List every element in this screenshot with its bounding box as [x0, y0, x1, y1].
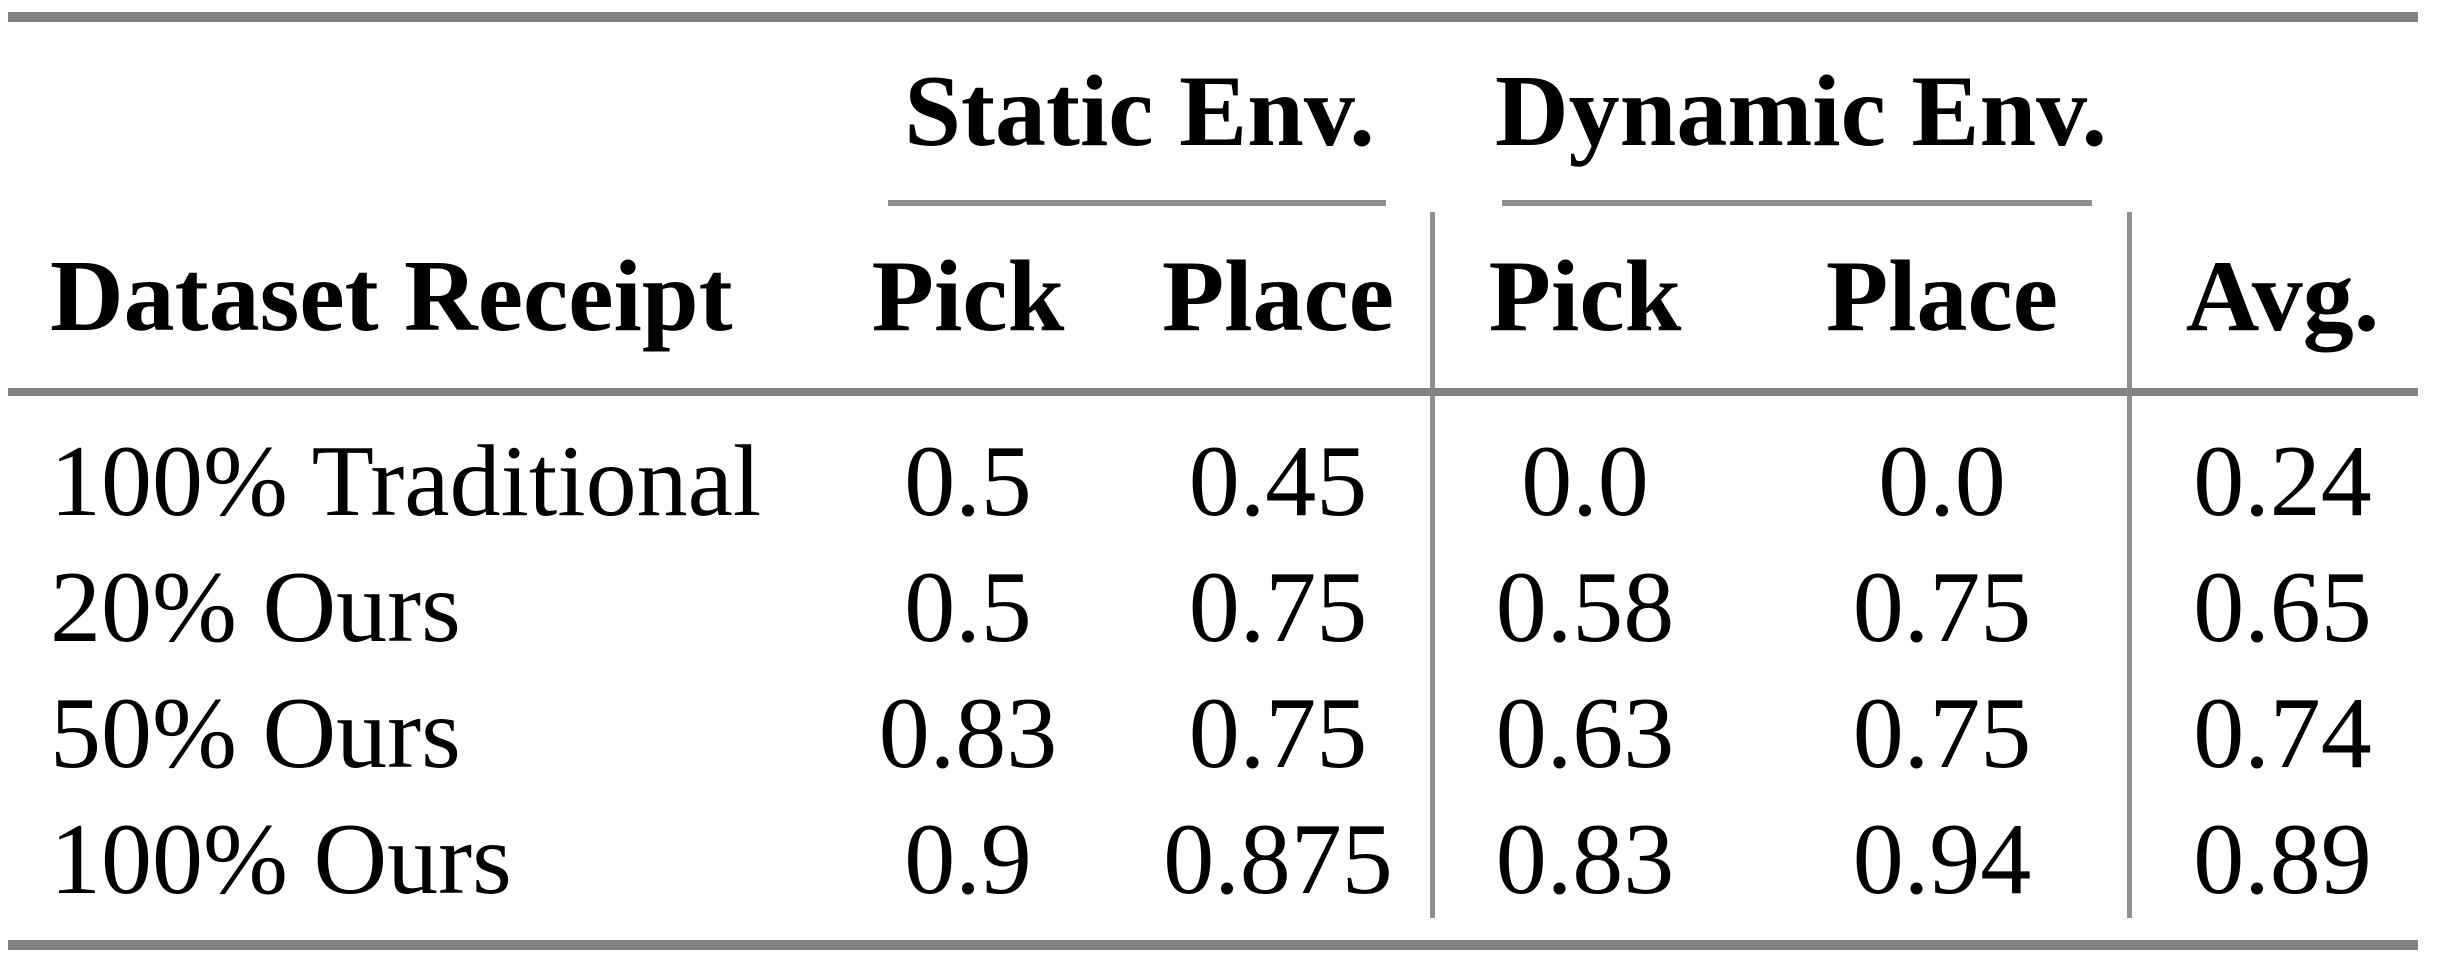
group-header-dynamic-env: Dynamic Env.	[1494, 55, 2108, 168]
header-body-rule	[8, 388, 2418, 396]
table-row: 20% Ours 0.5 0.75 0.58 0.75 0.65	[8, 536, 2418, 680]
static-pick-value: 0.5	[904, 551, 1032, 664]
dynamic-place-value: 0.75	[1852, 551, 2032, 664]
row-label: 20% Ours	[50, 551, 461, 664]
static-place-value: 0.875	[1163, 803, 1393, 916]
static-pick-value: 0.9	[904, 803, 1032, 916]
dynamic-pick-value: 0.0	[1521, 425, 1649, 538]
header-static-place: Place	[1161, 240, 1395, 353]
avg-value: 0.24	[2193, 425, 2372, 538]
table-row: 100% Ours 0.9 0.875 0.83 0.94 0.89	[8, 788, 2418, 932]
group-header-static-env: Static Env.	[904, 55, 1375, 168]
dynamic-place-value: 0.0	[1878, 425, 2006, 538]
column-divider-static-dynamic	[1430, 212, 1435, 918]
table-row: 50% Ours 0.83 0.75 0.63 0.75 0.74	[8, 662, 2418, 806]
dynamic-pick-value: 0.58	[1495, 551, 1675, 664]
header-dynamic-place: Place	[1825, 240, 2059, 353]
bottom-rule	[8, 940, 2418, 950]
top-rule	[8, 12, 2418, 22]
dynamic-place-value: 0.94	[1852, 803, 2032, 916]
avg-value: 0.74	[2193, 677, 2372, 790]
header-avg: Avg.	[2185, 240, 2380, 353]
avg-value: 0.65	[2193, 551, 2372, 664]
row-label: 100% Traditional	[50, 425, 762, 538]
static-pick-value: 0.83	[878, 677, 1058, 790]
row-label: 100% Ours	[50, 803, 512, 916]
header-static-pick: Pick	[871, 240, 1065, 353]
dynamic-pick-value: 0.83	[1495, 803, 1675, 916]
column-header-row: Dataset Receipt Pick Place Pick Place Av…	[8, 225, 2418, 369]
table-body: Static Env. Dynamic Env. Dataset Receipt…	[8, 0, 2418, 966]
cmidrule-static-env	[888, 200, 1386, 206]
header-dataset-receipt: Dataset Receipt	[50, 240, 733, 353]
avg-value: 0.89	[2193, 803, 2372, 916]
static-place-value: 0.45	[1188, 425, 1368, 538]
static-pick-value: 0.5	[904, 425, 1032, 538]
group-header-row: Static Env. Dynamic Env.	[8, 40, 2418, 184]
row-label: 50% Ours	[50, 677, 461, 790]
static-place-value: 0.75	[1188, 677, 1368, 790]
static-place-value: 0.75	[1188, 551, 1368, 664]
table-row: 100% Traditional 0.5 0.45 0.0 0.0 0.24	[8, 410, 2418, 554]
cmidrule-dynamic-env	[1502, 200, 2092, 206]
dynamic-place-value: 0.75	[1852, 677, 2032, 790]
header-dynamic-pick: Pick	[1488, 240, 1682, 353]
column-divider-dynamic-avg	[2127, 212, 2132, 918]
dynamic-pick-value: 0.63	[1495, 677, 1675, 790]
